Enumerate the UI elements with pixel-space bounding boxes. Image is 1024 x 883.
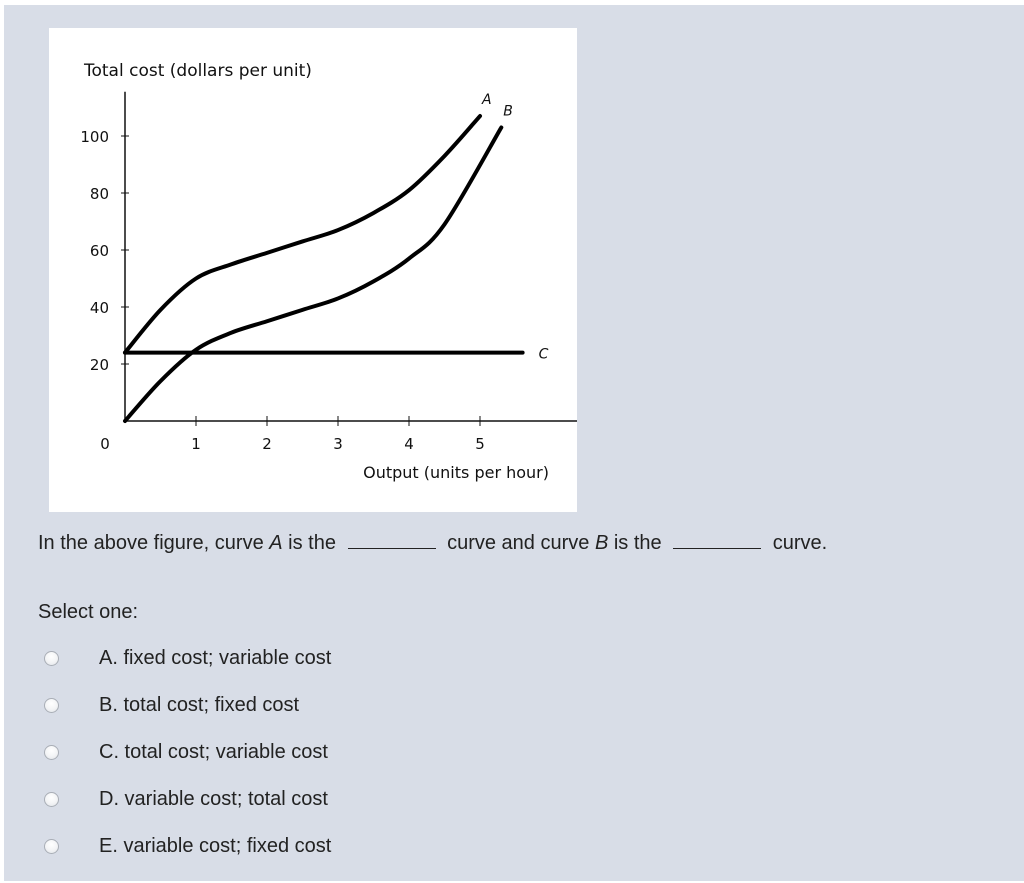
y-tick-label-60: 60 <box>90 242 109 260</box>
x-tick-label-1: 1 <box>191 435 201 453</box>
curve-labels: AB C <box>481 92 549 363</box>
option-a-label[interactable]: A. fixed cost; variable cost <box>99 647 332 669</box>
x-tick-label-5: 5 <box>475 435 485 453</box>
y-tick-label-40: 40 <box>90 299 109 317</box>
option-b-label[interactable]: B. total cost; fixed cost <box>99 694 300 716</box>
answer-options: A. fixed cost; variable cost B. total co… <box>44 635 331 870</box>
option-d[interactable]: D. variable cost; total cost <box>44 776 331 823</box>
x-tick-label-2: 2 <box>262 435 272 453</box>
radio-button-e[interactable] <box>44 839 59 854</box>
chart-curves <box>123 114 525 423</box>
question-part3: curve and curve <box>441 532 595 554</box>
option-a[interactable]: A. fixed cost; variable cost <box>44 635 331 682</box>
answer-blank-1 <box>347 532 436 549</box>
question-text: In the above figure, curve A is the curv… <box>38 532 827 555</box>
select-one-prompt: Select one: <box>38 601 139 623</box>
curve-a <box>123 114 482 355</box>
question-panel: Total cost (dollars per unit) 20 40 60 80 10… <box>4 5 1024 881</box>
curve-label-b: B <box>503 103 513 119</box>
radio-button-a[interactable] <box>44 651 59 666</box>
cost-curves-figure: Total cost (dollars per unit) 20 40 60 80 10… <box>49 28 577 512</box>
option-e-label[interactable]: E. variable cost; fixed cost <box>99 835 332 857</box>
answer-blank-2 <box>673 532 762 549</box>
radio-button-d[interactable] <box>44 792 59 807</box>
curve-a-ref: A <box>269 532 283 554</box>
cost-curves-chart: Total cost (dollars per unit) 2040608010… <box>80 61 577 482</box>
option-c-label[interactable]: C. total cost; variable cost <box>99 741 328 763</box>
y-ticks: 20 40 60 80 100 <box>80 128 129 374</box>
y-tick-label-80: 80 <box>90 185 109 203</box>
option-c[interactable]: C. total cost; variable cost <box>44 729 331 776</box>
y-tick-label-100: 100 <box>80 128 109 146</box>
chart-title: Total cost (dollars per unit) <box>83 61 312 81</box>
question-part2: is the <box>282 532 342 554</box>
y-tick-label-20: 20 <box>90 356 109 374</box>
x-tick-label-0: 0 <box>100 435 110 453</box>
curve-label-c: C <box>539 347 549 363</box>
x-tick-label-3: 3 <box>333 435 343 453</box>
option-e[interactable]: E. variable cost; fixed cost <box>44 823 331 870</box>
question-part1: In the above figure, curve <box>38 532 270 554</box>
curve-label-a: A <box>481 92 492 108</box>
curve-b <box>123 125 504 423</box>
radio-button-c[interactable] <box>44 745 59 760</box>
chart-axes <box>124 91 577 422</box>
option-d-label[interactable]: D. variable cost; total cost <box>99 788 328 810</box>
question-part5: curve. <box>767 532 828 554</box>
option-b[interactable]: B. total cost; fixed cost <box>44 682 331 729</box>
question-part4: is the <box>608 532 668 554</box>
curve-b-ref: B <box>594 532 609 554</box>
x-ticks: 0 1 2 3 4 5 <box>100 416 485 453</box>
x-tick-label-4: 4 <box>404 435 414 453</box>
x-axis-label: Output (units per hour) <box>363 463 549 482</box>
radio-button-b[interactable] <box>44 698 59 713</box>
